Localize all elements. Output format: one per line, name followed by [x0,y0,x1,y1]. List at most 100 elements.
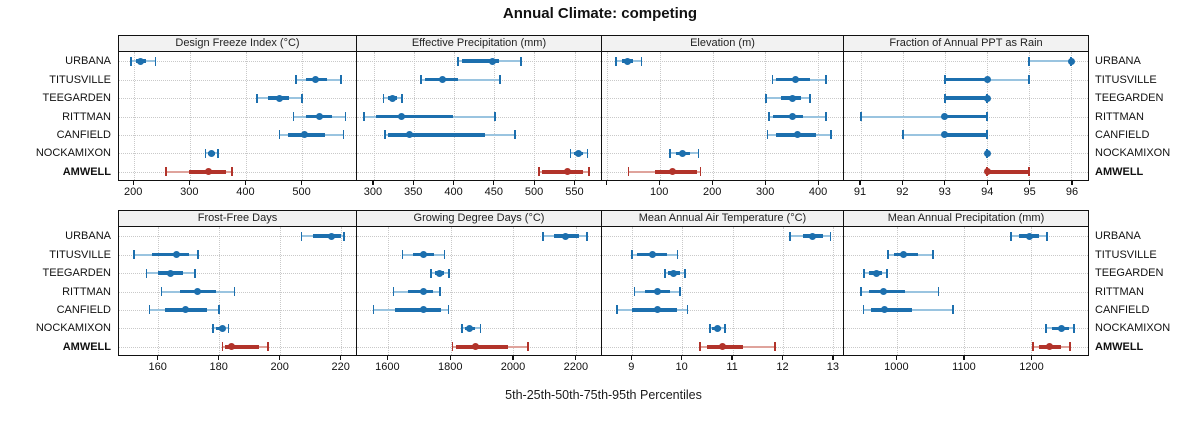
plot-area [118,52,356,181]
whisker-cap [448,268,451,278]
row-label-right: RITTMAN [1095,285,1144,298]
whisker-cap [944,93,946,103]
median-dot [1067,57,1075,65]
gridline-vertical [388,227,390,355]
whisker-cap [1028,167,1030,177]
axis-tick [901,181,903,185]
axis-tick-label: 300 [180,186,199,198]
whisker-cap [392,287,395,296]
whisker-cap [886,268,888,278]
gridline-vertical [963,227,965,355]
gridline-horizontal [844,254,1088,256]
whisker-cap [154,56,157,66]
axis-tick [533,181,535,185]
whisker-cap [130,56,133,66]
axis-tick [963,356,965,360]
whisker-cap [133,250,135,260]
axis-tick-label: 400 [236,186,255,198]
whisker-cap [830,130,832,140]
gridline-vertical [280,227,282,355]
axis-tick-label: 95 [1023,186,1036,198]
median-dot [173,251,181,259]
whisker-cap [204,148,207,158]
interquartile-range [542,169,584,174]
gridline-vertical [575,227,577,355]
gridline-horizontal [844,328,1088,330]
median-dot [669,168,677,176]
row-label-right: URBANA [1095,55,1141,68]
row-label-left: TEEGARDEN [42,92,111,105]
gridline-horizontal [119,328,356,330]
axis-tick [630,356,632,360]
gridline-horizontal [844,309,1088,311]
gridline-vertical [1029,52,1031,180]
gridline-horizontal [357,273,601,275]
median-dot [983,94,991,102]
whisker-cap [669,148,671,158]
axis-tick [711,181,713,185]
whisker-cap [1046,231,1048,241]
axis-tick [372,181,374,185]
gridline-horizontal [357,153,601,155]
axis-tick-label: 100 [650,186,669,198]
whisker-cap [344,112,347,121]
row-label-left: AMWELL [62,340,111,353]
panel-header: Mean Annual Precipitation (mm) [843,210,1089,227]
median-dot [713,324,721,332]
axis-tick [188,181,190,185]
median-dot [653,306,661,314]
whisker-cap [724,323,726,333]
median-dot [669,269,677,277]
gridline-vertical [245,52,247,180]
whisker-cap [212,323,214,333]
median-dot [793,131,801,139]
gridline-horizontal [602,236,843,238]
whisker-cap [342,130,345,140]
gridline-vertical [1031,227,1033,355]
interquartile-range [152,252,189,257]
row-label-left: NOCKAMIXON [35,147,111,160]
gridline-horizontal [602,98,843,100]
median-dot [900,251,908,259]
gridline-vertical [632,227,634,355]
whisker-cap [829,231,832,241]
whisker-cap [684,268,686,278]
whisker-cap [461,323,463,333]
median-dot [679,149,687,157]
whisker-cap [986,112,988,121]
whisker-cap [278,130,281,140]
median-dot [312,76,320,84]
median-dot [983,76,991,84]
axis-tick [764,181,766,185]
gridline-horizontal [119,171,356,173]
median-dot [275,94,283,102]
axis-tick-label: 2000 [500,361,526,373]
axis-tick-label: 1000 [884,361,909,373]
whisker-cap [499,75,501,85]
whisker-cap [430,268,432,278]
row-label-left: CANFIELD [56,303,111,316]
whisker-cap [382,93,385,103]
whisker-cap [1010,231,1012,241]
interquartile-range [462,59,500,63]
row-label-right: NOCKAMIXON [1095,322,1171,335]
whisker-cap [615,56,618,66]
gridline-vertical [712,52,714,180]
axis-tick [575,356,577,360]
whisker-cap [1044,323,1047,333]
axis-tick [986,181,988,185]
gridline-horizontal [844,273,1088,275]
gridline-horizontal [602,116,843,118]
percentile-caption: 5th-25th-50th-75th-95th Percentiles [505,388,702,402]
interquartile-range [394,308,442,312]
row-label-right: TEEGARDEN [1095,92,1164,105]
axis-strip: 1600 1800 2000 2200 [356,356,601,380]
gridline-vertical [765,52,767,180]
whisker-cap [631,250,633,260]
median-dot [328,232,336,240]
axis-tick [605,181,607,185]
row-label-left: TITUSVILLE [49,248,111,261]
whisker-cap [825,112,827,121]
whisker-range [1029,60,1072,63]
